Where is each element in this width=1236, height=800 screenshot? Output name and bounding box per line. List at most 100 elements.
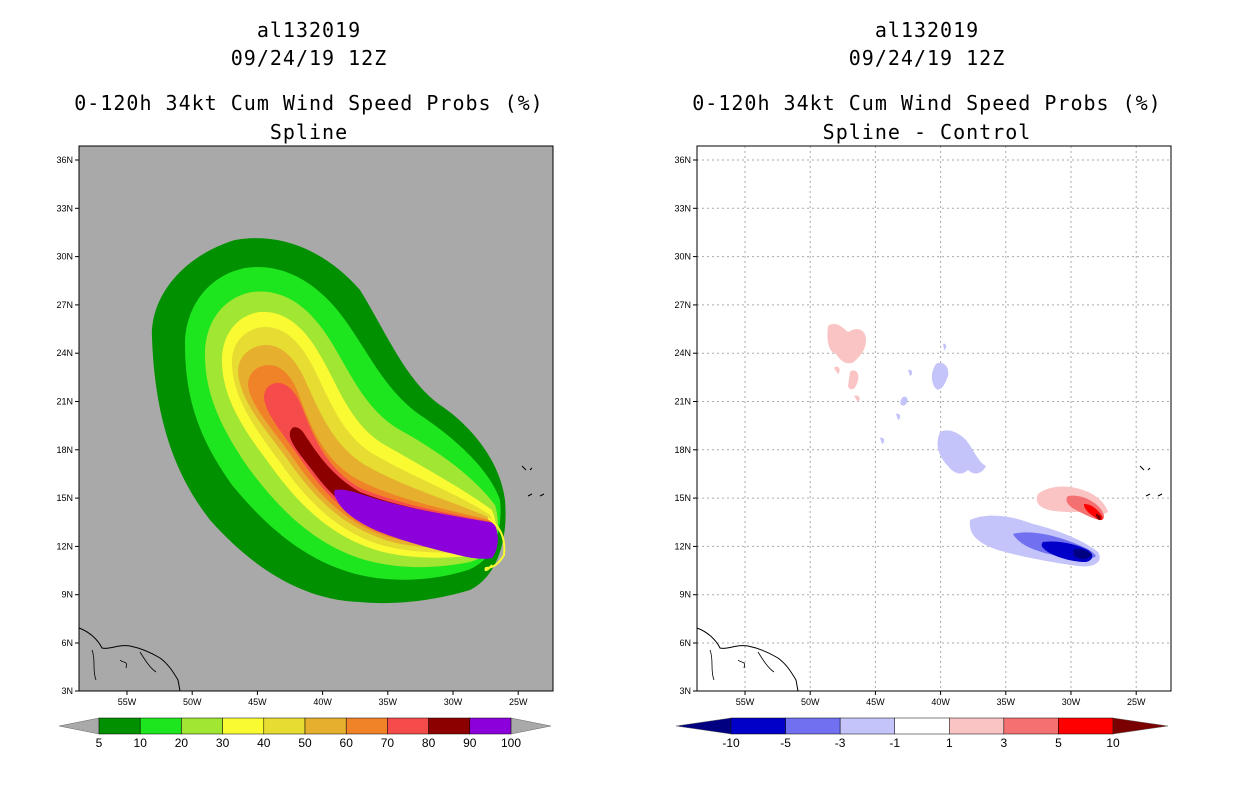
panel-subtitle: Spline - Control — [822, 120, 1032, 144]
colorbar-high-end — [510, 717, 552, 735]
datetime: 09/24/19 12Z — [848, 46, 1006, 70]
colorbar-low-end — [675, 717, 732, 735]
colorbar-swatch — [98, 717, 141, 735]
colorbar-swatch — [222, 717, 265, 735]
colorbar-label: -1 — [889, 736, 900, 750]
colorbar-swatch — [839, 717, 895, 735]
colorbar-label: 10 — [134, 736, 148, 750]
colorbar-swatch — [1058, 717, 1114, 735]
map-background — [697, 146, 1171, 691]
lon-label: 25W — [1127, 697, 1146, 707]
product-title: 0-120h 34kt Cum Wind Speed Probs (%) — [692, 91, 1162, 115]
colorbar-swatch — [387, 717, 429, 735]
lat-label: 21N — [56, 397, 73, 407]
colorbar-low-end — [58, 717, 100, 735]
colorbar-swatch — [730, 717, 786, 735]
colorbar-label: 3 — [1001, 736, 1008, 750]
lat-label: 21N — [674, 397, 691, 407]
lat-label: 9N — [61, 590, 73, 600]
lat-label: 33N — [674, 203, 691, 213]
lon-label: 55W — [118, 697, 137, 707]
colorbar-label: 5 — [1055, 736, 1062, 750]
colorbar-label: 20 — [175, 736, 189, 750]
lon-label: 55W — [736, 697, 755, 707]
coastline-south-america — [78, 627, 181, 692]
diff-patch-pos10 — [1096, 514, 1101, 520]
colorbar-label: 40 — [257, 736, 271, 750]
colorbar-label: 70 — [381, 736, 395, 750]
probability-map: 36N 33N 30N 27N 24N 21N 18N 15N 12N 9N 6N 3N 55W 50W… — [56, 145, 554, 750]
colorbar: 5 10 20 30 40 50 60 70 80 90 100 — [58, 717, 552, 750]
lat-label: 30N — [56, 252, 73, 262]
lat-label: 15N — [56, 493, 73, 503]
lon-axis: 55W 50W 45W 40W 35W 30W 25W — [736, 691, 1146, 707]
colorbar-label: 1 — [946, 736, 953, 750]
storm-id: al132019 — [874, 18, 980, 42]
lat-label: 18N — [56, 445, 73, 455]
lon-label: 45W — [248, 697, 267, 707]
lat-label: 27N — [674, 300, 691, 310]
colorbar-swatch — [894, 717, 950, 735]
coastline-south-america — [696, 627, 799, 692]
colorbar-label: 30 — [216, 736, 230, 750]
colorbar-label: -5 — [780, 736, 791, 750]
colorbar-swatch — [1003, 717, 1059, 735]
diff-patch-neg1-c — [937, 430, 986, 474]
map-frame — [78, 145, 554, 692]
lat-label: 3N — [61, 686, 73, 696]
colorbar-swatch — [345, 717, 388, 735]
difference-map: 36N 33N 30N 27N 24N 21N 18N 15N 12N 9N 6N 3N 55W 50W… — [674, 145, 1172, 750]
lon-label: 30W — [1062, 697, 1081, 707]
diff-patch-pos1-nw — [827, 323, 866, 364]
lon-label: 35W — [997, 697, 1016, 707]
lon-label: 45W — [866, 697, 885, 707]
lat-label: 15N — [674, 493, 691, 503]
datetime: 09/24/19 12Z — [230, 46, 388, 70]
island-cape-verde — [521, 465, 545, 497]
lat-axis: 36N 33N 30N 27N 24N 21N 18N 15N 12N 9N 6N 3N — [56, 155, 79, 696]
lat-label: 12N — [56, 541, 73, 551]
colorbar-swatch — [139, 717, 182, 735]
lat-label: 12N — [674, 541, 691, 551]
panel-spline: al132019 09/24/19 12Z 0-120h 34kt Cum Wi… — [56, 18, 554, 750]
lon-label: 35W — [379, 697, 398, 707]
lat-label: 24N — [56, 348, 73, 358]
lat-label: 9N — [679, 590, 691, 600]
diff-patch-neg10 — [1073, 549, 1092, 559]
colorbar-label: 5 — [96, 736, 103, 750]
colorbar-label: 10 — [1106, 736, 1120, 750]
colorbar-label: 50 — [298, 736, 312, 750]
lon-label: 50W — [183, 697, 202, 707]
forecast-end-outline — [484, 517, 506, 572]
colorbar-swatch — [181, 717, 223, 735]
lon-label: 40W — [313, 697, 332, 707]
lat-label: 33N — [56, 203, 73, 213]
colorbar-swatch — [949, 717, 1005, 735]
colorbar-label: 100 — [501, 736, 521, 750]
colorbar: -10 -5 -3 -1 1 3 5 10 — [675, 717, 1169, 750]
diff-patch-neg1-a — [931, 343, 949, 390]
colorbar-swatch — [428, 717, 471, 735]
colorbar-label: 80 — [422, 736, 436, 750]
panel-spline-minus-control: al132019 09/24/19 12Z 0-120h 34kt Cum Wi… — [618, 0, 1236, 800]
lon-label: 40W — [931, 697, 950, 707]
lat-label: 6N — [61, 638, 73, 648]
lon-axis: 55W 50W 45W 40W 35W 30W 25W — [118, 691, 528, 707]
diff-patch-pos1-small — [834, 366, 860, 402]
colorbar-swatch — [304, 717, 347, 735]
lon-label: 50W — [801, 697, 820, 707]
colorbar-label: 90 — [463, 736, 477, 750]
colorbar-swatch — [263, 717, 306, 735]
lat-label: 3N — [679, 686, 691, 696]
colorbar-swatch — [469, 717, 512, 735]
lat-label: 24N — [674, 348, 691, 358]
coastline-rivers — [91, 649, 157, 681]
colorbar-label: 60 — [340, 736, 354, 750]
lat-label: 6N — [679, 638, 691, 648]
storm-id: al132019 — [256, 18, 362, 42]
colorbar-label: -3 — [835, 736, 846, 750]
lon-label: 30W — [444, 697, 463, 707]
contour-90 — [334, 489, 498, 559]
lat-label: 27N — [56, 300, 73, 310]
coastline-rivers — [709, 649, 775, 681]
